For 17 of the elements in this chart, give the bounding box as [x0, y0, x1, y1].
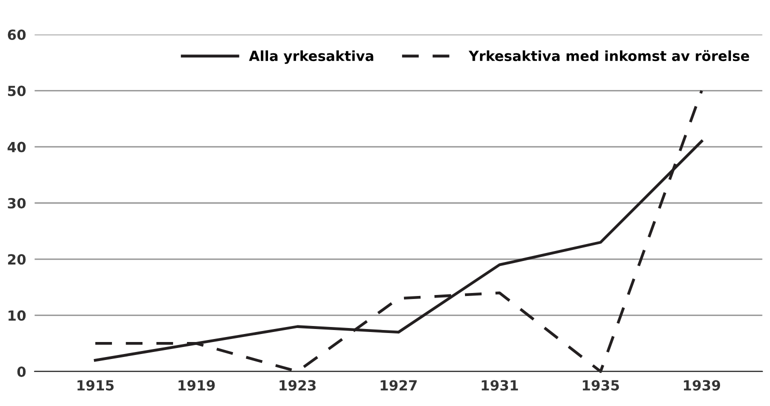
x-tick-label: 1919 [178, 380, 215, 391]
y-tick-label: 60 [8, 29, 26, 40]
x-tick-label: 1927 [380, 380, 417, 391]
y-tick-label: 40 [8, 142, 26, 152]
x-tick-label: 1939 [684, 380, 720, 391]
y-tick-label: 0 [17, 366, 26, 377]
x-tick-label: 1915 [78, 380, 114, 391]
line-series [94, 89, 704, 373]
y-tick-label: 30 [8, 198, 26, 208]
legend-label: Yrkesaktiva med inkomst av rörelse [468, 50, 750, 62]
x-tick-label: 1923 [280, 380, 316, 391]
y-tick-label: 50 [8, 86, 26, 96]
x-tick-label: 1935 [582, 380, 619, 391]
y-tick-label: 20 [8, 254, 26, 265]
y-tick-label: 10 [8, 310, 26, 321]
x-tick-label: 1931 [482, 380, 518, 391]
legend-label: Alla yrkesaktiva [249, 50, 374, 64]
